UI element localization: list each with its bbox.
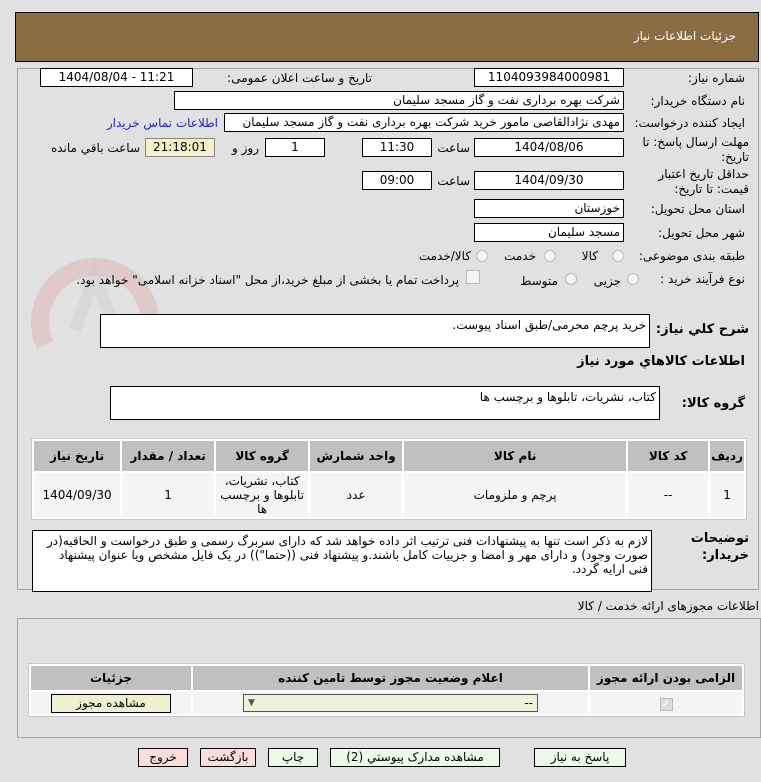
attachments-button[interactable]: مشاهده مدارک پیوستي (2): [330, 748, 500, 767]
group-label: گروه كالا:: [681, 396, 745, 411]
category-radio-goods[interactable]: [612, 250, 624, 262]
license-status-select[interactable]: -- ▼: [243, 694, 538, 712]
contact-buyer-link[interactable]: اطلاعات تماس خریدار: [106, 116, 218, 130]
col-group: گروه کالا: [216, 441, 309, 471]
description-label: شرح كلي نياز:: [655, 322, 749, 337]
license-section-title: اطلاعات مجوزهای ارائه خدمت / کالا: [577, 599, 759, 613]
table-row: 1 -- پرچم و ملزومات عدد کتاب، نشریات، تا…: [34, 473, 744, 517]
exit-button[interactable]: خروج: [138, 748, 188, 767]
category-option-service: خدمت: [504, 249, 536, 263]
creator-label: ایجاد کننده درخواست:: [634, 116, 745, 130]
province-field: خوزستان: [474, 199, 624, 218]
notes-label: توضیحات خریدار:: [690, 531, 749, 563]
cell-code: --: [628, 473, 709, 517]
items-table: رديف کد کالا نام کالا واحد شمارش گروه کا…: [31, 438, 747, 520]
cell-row: 1: [710, 473, 744, 517]
announce-label: تاریخ و ساعت اعلان عمومی:: [227, 71, 372, 85]
goods-section-title: اطلاعات كالاهاي مورد نياز: [577, 354, 745, 369]
license-required-checkbox[interactable]: ✓: [659, 697, 673, 711]
process-label: نوع فرآیند خرید :: [660, 272, 745, 286]
remaining-time-field: 21:18:01: [145, 138, 215, 157]
remaining-label: ساعت باقي مانده: [50, 141, 140, 155]
process-option-medium: متوسط: [520, 274, 558, 288]
page-title: جزئیات اطلاعات نیاز: [633, 29, 736, 43]
chevron-down-icon: ▼: [248, 698, 255, 708]
treasury-payment-checkbox[interactable]: [466, 270, 480, 284]
category-label: طبقه بندی موضوعی:: [638, 249, 745, 263]
items-table-header: رديف کد کالا نام کالا واحد شمارش گروه کا…: [34, 441, 744, 471]
notes-textarea[interactable]: لازم به ذکر است تنها به پیشنهادات فنی تر…: [32, 530, 652, 592]
category-radio-both[interactable]: [476, 250, 488, 262]
col-row: رديف: [710, 441, 744, 471]
validity-time-field: 09:00: [362, 171, 432, 190]
col-license-status: اعلام وضعیت مجوز توسط تامین کننده: [193, 666, 588, 690]
cell-qty: 1: [122, 473, 215, 517]
process-radio-minor[interactable]: [627, 273, 639, 285]
table-row: ✓ -- ▼ مشاهده مجوز: [31, 692, 742, 714]
group-textarea[interactable]: کتاب، نشریات، تابلوها و برچسب ها: [110, 386, 660, 420]
col-unit: واحد شمارش: [310, 441, 403, 471]
process-radio-medium[interactable]: [565, 273, 577, 285]
col-license-details: جزئیات: [31, 666, 191, 690]
col-date: تاریخ نیاز: [34, 441, 121, 471]
license-table: الزامی بودن ارائه مجوز اعلام وضعیت مجوز …: [28, 663, 745, 717]
col-code: کد کالا: [628, 441, 709, 471]
province-label: استان محل تحویل:: [650, 202, 745, 216]
cell-name: پرچم و ملزومات: [404, 473, 627, 517]
need-number-field: 1104093984000981: [474, 68, 624, 87]
deadline-label: مهلت ارسال پاسخ: تا تاریخ:: [642, 135, 749, 164]
city-field: مسجد سلیمان: [474, 223, 624, 242]
need-number-label: شماره نیاز:: [688, 71, 745, 85]
cell-date: 1404/09/30: [34, 473, 121, 517]
watermark-logo: [31, 257, 159, 349]
col-name: نام کالا: [404, 441, 627, 471]
validity-time-label: ساعت: [437, 174, 470, 188]
process-option-minor: جزیی: [593, 274, 621, 288]
cell-group: کتاب، نشریات، تابلوها و برچسب ها: [216, 473, 309, 517]
view-license-button[interactable]: مشاهده مجوز: [51, 693, 171, 713]
days-field: 1: [265, 138, 325, 157]
buyer-label: نام دستگاه خریدار:: [650, 94, 746, 108]
reply-button[interactable]: پاسخ به نیاز: [534, 748, 626, 767]
col-license-required: الزامی بودن ارائه مجوز: [590, 666, 742, 690]
cell-unit: عدد: [310, 473, 403, 517]
treasury-payment-label: پرداخت تمام یا بخشی از مبلغ خرید،از محل …: [76, 273, 459, 287]
deadline-date-field: 1404/08/06: [474, 138, 624, 157]
validity-label: حداقل تاریخ اعتبار قیمت: تا تاریخ:: [658, 167, 749, 196]
creator-field: مهدی نژادالقاصی مامور خرید شرکت بهره برد…: [224, 113, 624, 132]
col-qty: تعداد / مقدار: [122, 441, 215, 471]
print-button[interactable]: چاپ: [268, 748, 318, 767]
description-textarea[interactable]: خرید پرچم محرمی/طبق اسناد پیوست.: [100, 314, 650, 348]
deadline-time-field: 11:30: [362, 138, 432, 157]
validity-date-field: 1404/09/30: [474, 171, 624, 190]
deadline-time-label: ساعت: [437, 141, 470, 155]
city-label: شهر محل تحویل:: [658, 226, 745, 240]
back-button[interactable]: بازگشت: [200, 748, 256, 767]
category-radio-service[interactable]: [544, 250, 556, 262]
license-status-value: --: [524, 696, 533, 710]
announce-field: 1404/08/04 - 11:21: [40, 68, 193, 87]
page-header: جزئیات اطلاعات نیاز: [15, 12, 759, 62]
days-label: روز و: [232, 141, 259, 155]
buyer-field: شرکت بهره برداری نفت و گاز مسجد سلیمان: [174, 91, 624, 110]
category-option-both: کالا/خدمت: [418, 249, 471, 263]
category-option-goods: کالا: [581, 249, 598, 263]
